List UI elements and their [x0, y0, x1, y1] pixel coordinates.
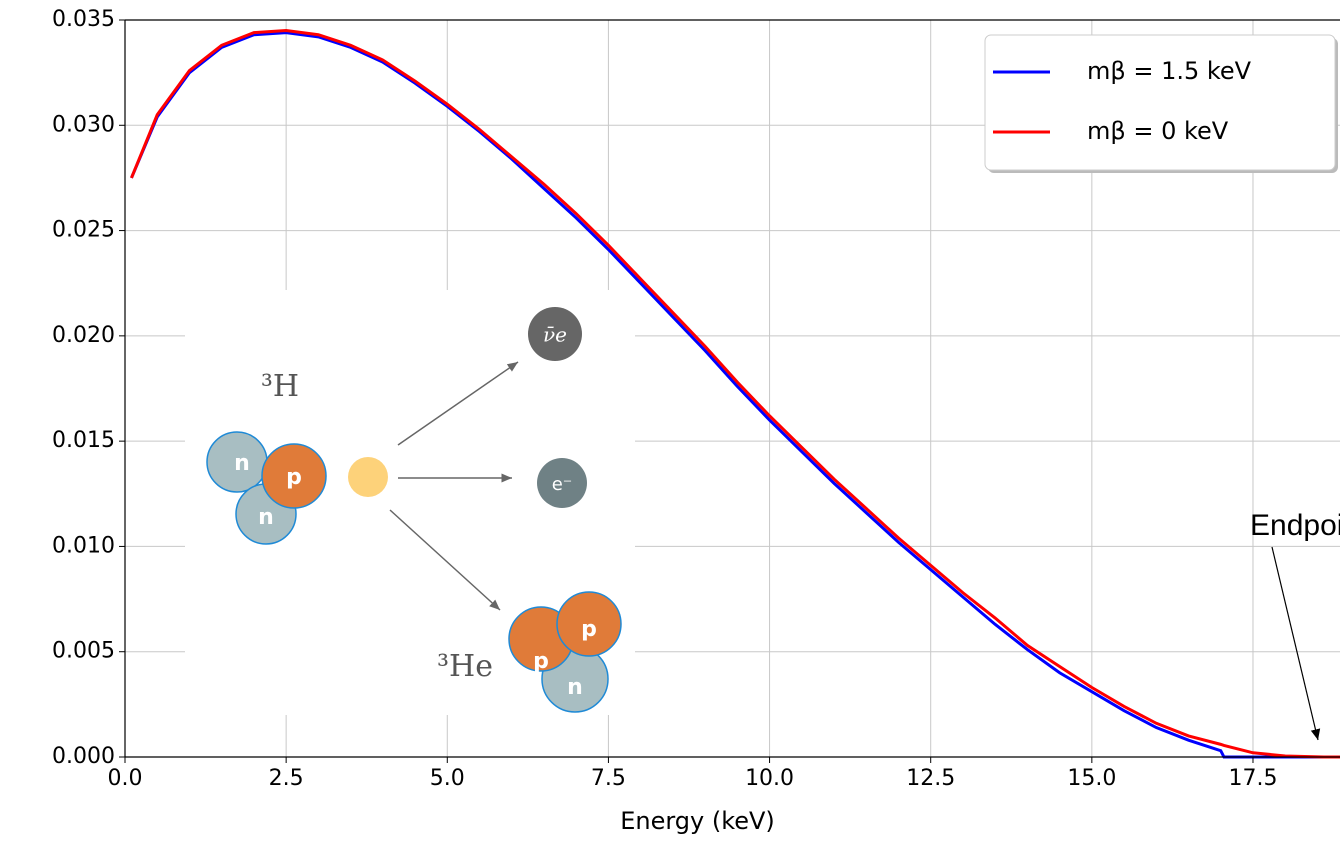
legend: mβ = 1.5 keV mβ = 0 keV: [984, 34, 1338, 173]
grid: [124, 19, 1340, 758]
arrow: [397, 361, 519, 446]
x-tick-label: 7.5: [591, 766, 626, 791]
y-tick-label: 0.000: [52, 744, 115, 769]
y-tick-label: 0.030: [52, 112, 115, 137]
y-tick-label: 0.020: [52, 323, 115, 348]
legend-label: mβ = 1.5 keV: [1087, 57, 1252, 85]
x-tick-label: 10.0: [745, 766, 794, 791]
parent-label: ³H: [261, 369, 299, 404]
x-tick-label: 12.5: [906, 766, 955, 791]
antineutrino-label: ν̄e: [543, 323, 567, 347]
proton: [556, 591, 622, 657]
x-tick-label: 0.0: [108, 766, 143, 791]
electron-label: e⁻: [552, 474, 573, 495]
proton-label: p: [533, 649, 549, 674]
neutron-label: n: [567, 675, 583, 700]
proton-label: p: [581, 617, 597, 642]
antineutrino: [528, 307, 582, 361]
data-line: [130, 29, 1340, 759]
neutron-label: n: [234, 451, 250, 476]
decay-diagram: ³H n n p ν̄e e⁻ n p p ³He: [185, 290, 635, 715]
legend-label: mβ = 0 keV: [1087, 117, 1229, 145]
plot-area: [130, 29, 1340, 759]
annotation: Endpoint: [1250, 509, 1340, 542]
proton: [261, 443, 327, 509]
annotation-arrow: [1271, 546, 1321, 741]
data-line: [130, 31, 1340, 759]
x-tick-label: 5.0: [430, 766, 465, 791]
x-tick-label: 15.0: [1067, 766, 1116, 791]
neutron-label: n: [258, 505, 274, 530]
decay-point: [348, 457, 388, 497]
daughter-label: ³He: [437, 649, 493, 684]
y-tick-label: 0.005: [52, 639, 115, 664]
x-tick-label: 2.5: [269, 766, 304, 791]
y-tick-label: 0.015: [52, 428, 115, 453]
electron: [537, 458, 587, 508]
y-tick-label: 0.025: [52, 218, 115, 243]
arrow: [389, 509, 501, 611]
y-tick-label: 0.010: [52, 533, 115, 558]
x-axis-label: Energy (keV): [620, 807, 775, 835]
legend-box: [984, 34, 1336, 171]
x-tick-label: 17.5: [1228, 766, 1277, 791]
proton-label: p: [286, 465, 302, 490]
y-tick-label: 0.035: [52, 7, 115, 32]
